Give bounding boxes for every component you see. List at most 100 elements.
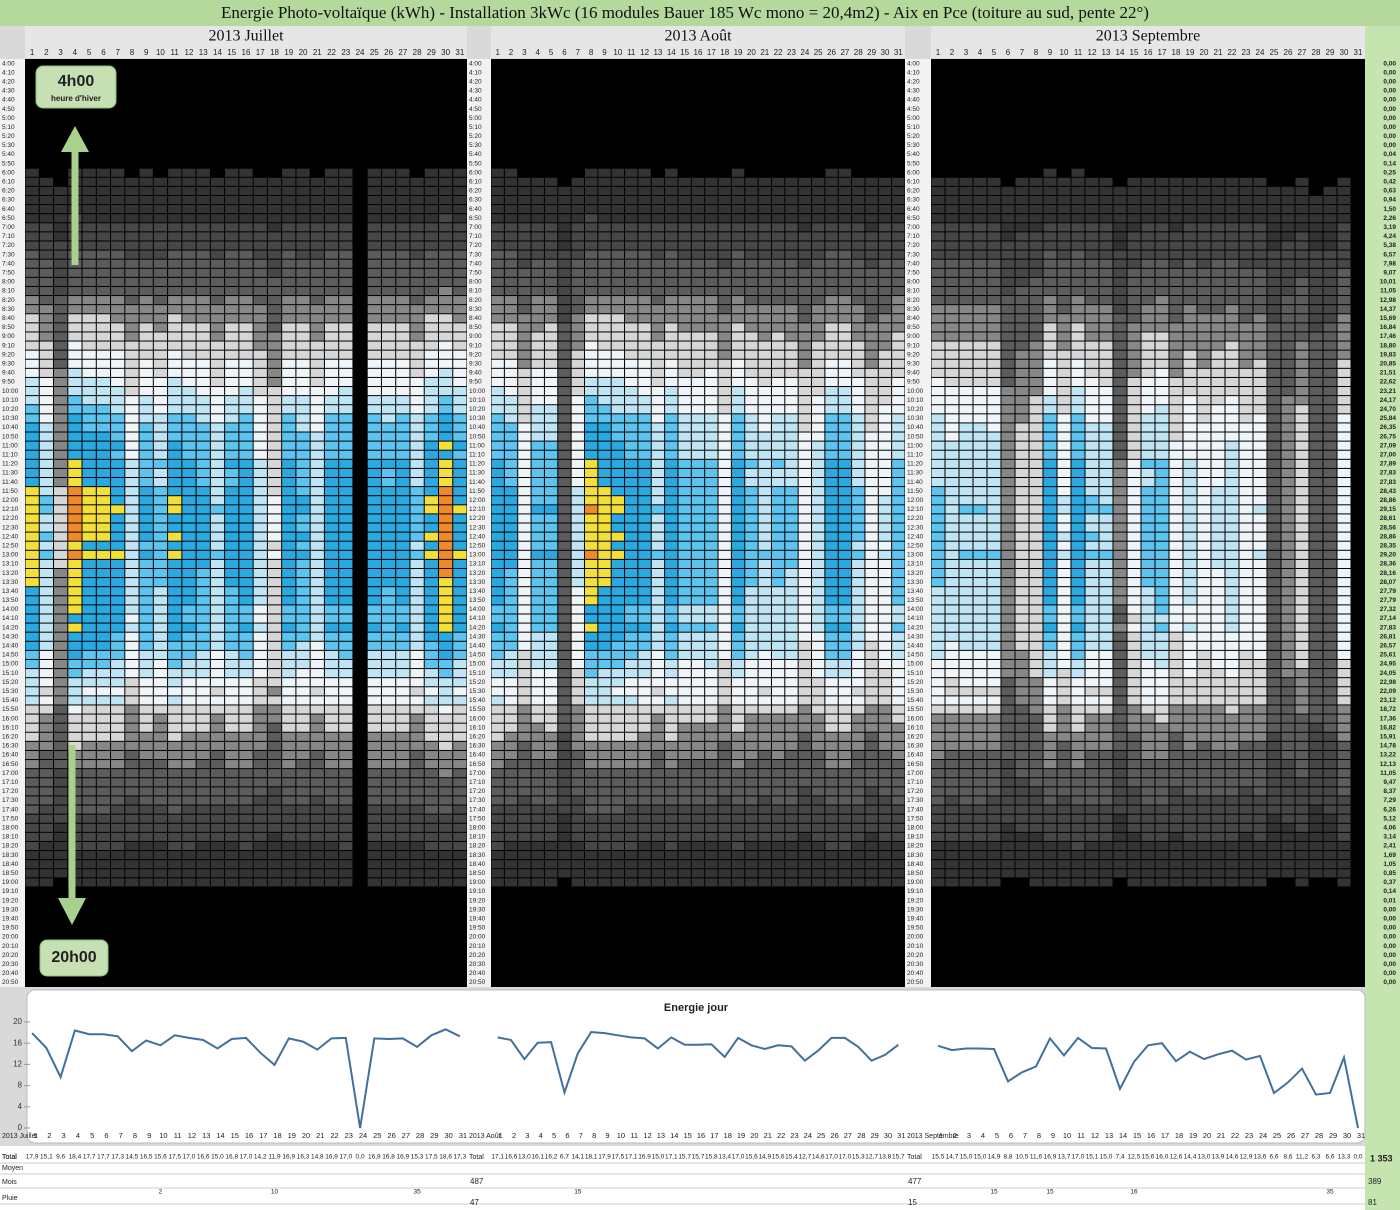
heatmap-cell [745, 441, 758, 450]
heatmap-cell [25, 669, 39, 678]
heatmap-cell [68, 687, 82, 696]
heatmap-cell [651, 423, 665, 432]
heatmap-cell [438, 514, 453, 523]
heatmap-cell [931, 814, 945, 823]
heatmap-cell [812, 468, 825, 478]
heatmap-cell [852, 796, 865, 805]
heatmap-cell [745, 596, 758, 605]
heatmap-cell [381, 869, 396, 878]
heatmap-cell [798, 659, 812, 669]
heatmap-cell [691, 769, 705, 778]
heatmap-cell [745, 559, 758, 568]
heatmap-cell [210, 769, 225, 778]
heatmap-cell [558, 323, 571, 332]
heatmap-cell [82, 323, 96, 332]
heatmap-cell [491, 186, 504, 195]
heatmap-cell [504, 805, 518, 814]
heatmap-cell [82, 659, 96, 669]
heatmap-cell [625, 605, 638, 614]
heatmap-cell [638, 860, 651, 869]
heatmap-cell [731, 659, 745, 669]
heatmap-cell [812, 377, 825, 387]
heatmap-cell [310, 296, 324, 305]
heatmap-cell [731, 578, 745, 587]
heatmap-cell [82, 614, 96, 623]
heatmap-cell [210, 186, 225, 195]
heatmap-cell [125, 387, 139, 396]
heatmap-cell [296, 578, 310, 587]
heatmap-cell [168, 186, 182, 195]
heatmap-cell [282, 568, 296, 578]
heatmap-cell [168, 396, 182, 405]
heatmap-cell [665, 705, 678, 714]
heatmap-cell [253, 241, 267, 250]
heatmap-cell [518, 769, 531, 778]
heatmap-cell [410, 841, 424, 851]
heatmap-cell [745, 405, 758, 414]
heatmap-cell [571, 641, 584, 650]
heatmap-cell [852, 432, 865, 441]
heatmap-cell [339, 296, 353, 305]
heatmap-cell [196, 568, 210, 578]
heatmap-cell [558, 714, 571, 723]
heatmap-cell [310, 377, 324, 387]
heatmap-cell [771, 696, 785, 705]
heatmap-cell [196, 832, 210, 841]
heatmap-cell [598, 705, 611, 714]
heatmap-cell [825, 851, 838, 860]
heatmap-cell [491, 314, 504, 323]
heatmap-cell [651, 814, 665, 823]
heatmap-cell [852, 496, 865, 505]
heatmap-cell [96, 750, 111, 760]
heatmap-cell [168, 368, 182, 377]
heatmap-cell [282, 587, 296, 596]
heatmap-cell [758, 377, 771, 387]
heatmap-cell [705, 514, 718, 523]
heatmap-cell [125, 587, 139, 596]
heatmap-cell [665, 669, 678, 678]
heatmap-cell [39, 305, 54, 314]
heatmap-cell [453, 296, 467, 305]
heatmap-cell [282, 377, 296, 387]
heatmap-cell [611, 405, 625, 414]
heatmap-cell [25, 805, 39, 814]
heatmap-cell [731, 459, 745, 468]
heatmap-cell [111, 650, 125, 659]
heatmap-cell [68, 714, 82, 723]
heatmap-cell [182, 760, 196, 769]
heatmap-cell [111, 814, 125, 823]
heatmap-cell [584, 277, 598, 286]
heatmap-cell [931, 869, 945, 878]
heatmap-cell [558, 559, 571, 568]
heatmap-cell [838, 432, 852, 441]
heatmap-cell [125, 523, 139, 532]
heatmap-cell [25, 359, 39, 368]
heatmap-cell [571, 414, 584, 423]
heatmap-cell [571, 232, 584, 241]
heatmap-cell [598, 359, 611, 368]
heatmap-cell [267, 432, 282, 441]
heatmap-cell [531, 805, 544, 814]
heatmap-cell [39, 659, 54, 669]
heatmap-cell [253, 659, 267, 669]
heatmap-cell [931, 286, 945, 296]
heatmap-cell [339, 423, 353, 432]
heatmap-cell [731, 505, 745, 514]
heatmap-cell [367, 787, 381, 796]
heatmap-cell [785, 296, 798, 305]
heatmap-cell [491, 796, 504, 805]
heatmap-cell [196, 860, 210, 869]
heatmap-cell [253, 623, 267, 632]
heatmap-cell [196, 578, 210, 587]
heatmap-cell [225, 332, 239, 341]
heatmap-cell [584, 587, 598, 596]
heatmap-cell [771, 587, 785, 596]
heatmap-cell [852, 186, 865, 195]
heatmap-cell [745, 305, 758, 314]
heatmap-cell [558, 678, 571, 687]
heatmap-cell [182, 714, 196, 723]
heatmap-cell [239, 878, 253, 887]
heatmap-cell [691, 232, 705, 241]
heatmap-cell [339, 459, 353, 468]
heatmap-cell [651, 523, 665, 532]
